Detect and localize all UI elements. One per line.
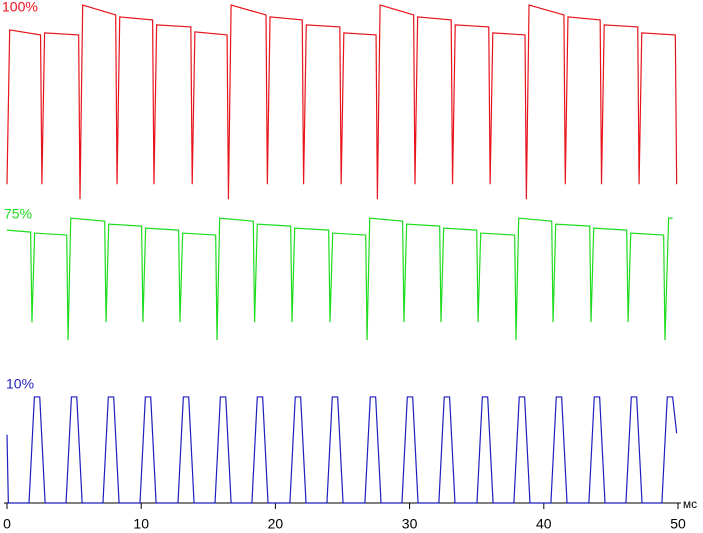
series-label: 100% — [2, 0, 38, 15]
series-line — [6, 396, 678, 504]
series-label: 75% — [4, 206, 32, 222]
x-tick-label: 30 — [402, 516, 418, 532]
x-tick-label: 10 — [133, 516, 149, 532]
series-label: 10% — [6, 376, 34, 392]
x-axis-label: мс — [683, 497, 697, 511]
x-tick-label: 50 — [670, 516, 686, 532]
x-tick-label: 40 — [536, 516, 552, 532]
x-tick-label: 20 — [268, 516, 284, 532]
series-line — [6, 4, 678, 200]
series-line — [6, 217, 673, 341]
x-tick-label: 0 — [3, 516, 11, 532]
